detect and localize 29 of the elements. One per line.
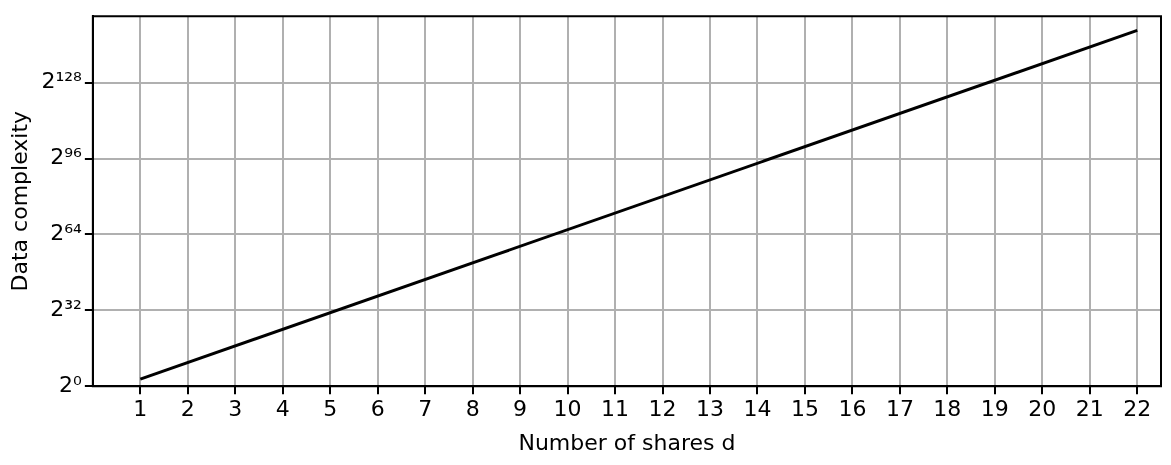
x-tick-label: 22 <box>1123 396 1152 422</box>
x-tick-label: 4 <box>275 396 290 422</box>
x-tick-label: 1 <box>133 396 148 422</box>
x-tick-label: 9 <box>513 396 528 422</box>
y-tick-label: 2¹²⁸ <box>41 68 83 94</box>
x-tick-label: 5 <box>323 396 338 422</box>
x-tick-label: 15 <box>790 396 819 422</box>
y-tick-label: 2⁶⁴ <box>50 220 83 246</box>
x-tick-label: 8 <box>465 396 480 422</box>
x-tick-label: 3 <box>228 396 243 422</box>
x-axis-title: Number of shares d <box>518 429 736 455</box>
x-tick-label: 6 <box>370 396 385 422</box>
x-tick-label: 21 <box>1075 396 1104 422</box>
x-tick-label: 20 <box>1028 396 1057 422</box>
y-tick-label: 2⁰ <box>59 371 83 397</box>
x-tick-label: 10 <box>553 396 582 422</box>
x-tick-label: 12 <box>648 396 677 422</box>
x-tick-label: 14 <box>743 396 772 422</box>
x-tick-label: 19 <box>980 396 1009 422</box>
x-tick-label: 7 <box>418 396 433 422</box>
y-axis-title: Data complexity <box>6 110 32 292</box>
x-tick-label: 18 <box>933 396 962 422</box>
x-tick-label: 13 <box>696 396 725 422</box>
x-tick-label: 16 <box>838 396 867 422</box>
x-tick-label: 11 <box>601 396 630 422</box>
y-tick-label: 2³² <box>50 296 82 322</box>
x-tick-label: 17 <box>885 396 914 422</box>
y-tick-label: 2⁹⁶ <box>50 144 83 170</box>
x-tick-label: 2 <box>180 396 195 422</box>
